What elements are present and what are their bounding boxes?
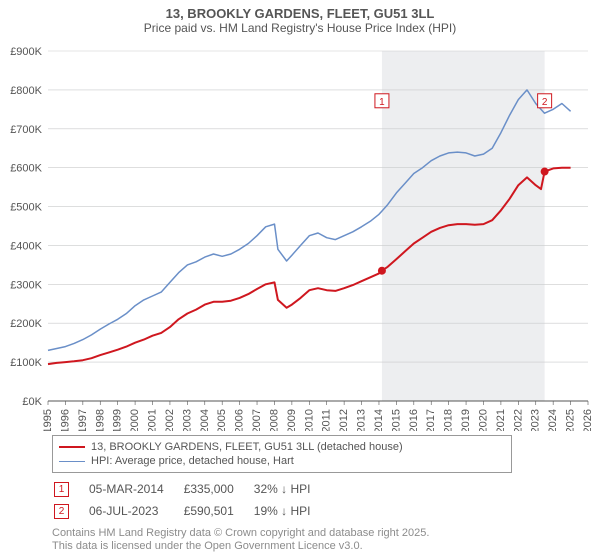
y-tick-label: £400K [10, 240, 42, 252]
y-tick-label: £800K [10, 85, 42, 97]
x-tick-label: 2011 [321, 409, 333, 431]
marker-price: £590,501 [184, 501, 252, 521]
x-tick-label: 2012 [338, 409, 350, 431]
y-tick-label: £200K [10, 318, 42, 330]
chart-title-line1: 13, BROOKLY GARDENS, FLEET, GU51 3LL [0, 0, 600, 21]
x-tick-label: 2019 [460, 409, 472, 431]
x-tick-label: 2017 [425, 409, 437, 431]
x-tick-label: 2016 [408, 409, 420, 431]
marker-badge-text: 1 [379, 97, 385, 108]
x-tick-label: 2025 [565, 409, 577, 431]
x-tick-label: 2004 [199, 409, 211, 431]
y-tick-label: £300K [10, 279, 42, 291]
x-tick-label: 2023 [530, 409, 542, 431]
marker-diff: 32% ↓ HPI [254, 479, 329, 499]
x-tick-label: 2006 [234, 409, 246, 431]
x-tick-label: 2003 [181, 409, 193, 431]
x-tick-label: 1997 [77, 409, 89, 431]
marker-dot [541, 168, 549, 176]
x-tick-label: 1996 [59, 409, 71, 431]
legend: 13, BROOKLY GARDENS, FLEET, GU51 3LL (de… [52, 435, 512, 473]
y-tick-label: £500K [10, 202, 42, 214]
x-tick-label: 2001 [147, 409, 159, 431]
legend-label: 13, BROOKLY GARDENS, FLEET, GU51 3LL (de… [91, 441, 403, 453]
marker-row: 1 05-MAR-2014£335,00032% ↓ HPI [54, 479, 328, 499]
x-tick-label: 2009 [286, 409, 298, 431]
x-tick-label: 2007 [251, 409, 263, 431]
line-chart: £0K £100K £200K £300K £400K £500K £600K £700K £8… [0, 41, 600, 431]
x-tick-label: 1995 [42, 409, 54, 431]
x-tick-label: 2022 [512, 409, 524, 431]
x-tick-label: 2024 [547, 409, 559, 431]
x-tick-label: 2020 [477, 409, 489, 431]
marker-date: 06-JUL-2023 [89, 501, 182, 521]
footer-line1: Contains HM Land Registry data © Crown c… [52, 527, 590, 540]
legend-label: HPI: Average price, detached house, Hart [91, 455, 294, 467]
x-tick-label: 2013 [356, 409, 368, 431]
y-tick-label: £600K [10, 163, 42, 175]
x-tick-label: 2014 [373, 409, 385, 431]
chart-container: £0K £100K £200K £300K £400K £500K £600K £700K £8… [0, 41, 600, 431]
x-tick-label: 2021 [495, 409, 507, 431]
marker-badge-text: 2 [542, 97, 548, 108]
attribution: Contains HM Land Registry data © Crown c… [52, 527, 590, 553]
marker-badge-icon: 2 [54, 504, 69, 519]
marker-price: £335,000 [184, 479, 252, 499]
x-tick-label: 2015 [390, 409, 402, 431]
chart-title-line2: Price paid vs. HM Land Registry's House … [0, 21, 600, 41]
footer-line2: This data is licensed under the Open Gov… [52, 540, 590, 553]
x-tick-label: 1998 [94, 409, 106, 431]
marker-table: 1 05-MAR-2014£335,00032% ↓ HPI 2 06-JUL-202… [52, 477, 330, 523]
marker-badge-icon: 1 [54, 482, 69, 497]
x-tick-label: 2000 [129, 409, 141, 431]
y-tick-label: £700K [10, 124, 42, 136]
y-tick-label: £100K [10, 357, 42, 369]
x-tick-label: 2010 [303, 409, 315, 431]
marker-row: 2 06-JUL-2023£590,50119% ↓ HPI [54, 501, 328, 521]
x-tick-label: 2026 [582, 409, 594, 431]
x-tick-label: 2018 [443, 409, 455, 431]
legend-swatch [59, 461, 85, 462]
x-tick-label: 2002 [164, 409, 176, 431]
marker-dot [378, 267, 386, 275]
x-tick-label: 2005 [216, 409, 228, 431]
legend-swatch [59, 446, 85, 448]
y-tick-label: £0K [22, 396, 42, 408]
y-tick-label: £900K [10, 46, 42, 58]
legend-item-price-paid: 13, BROOKLY GARDENS, FLEET, GU51 3LL (de… [59, 440, 505, 454]
legend-item-hpi: HPI: Average price, detached house, Hart [59, 454, 505, 468]
x-tick-label: 2008 [268, 409, 280, 431]
x-tick-label: 1999 [112, 409, 124, 431]
marker-diff: 19% ↓ HPI [254, 501, 329, 521]
price-paid-band [382, 51, 545, 401]
marker-date: 05-MAR-2014 [89, 479, 182, 499]
